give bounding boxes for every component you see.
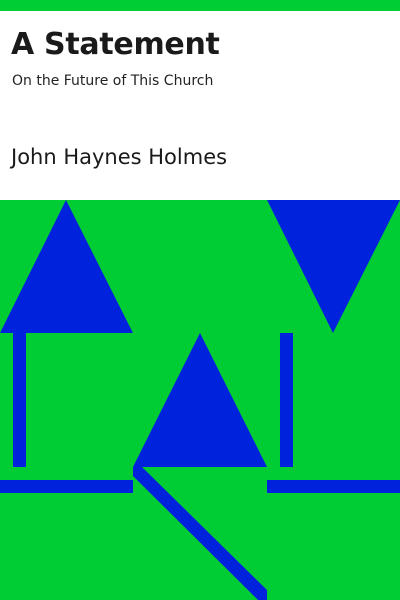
- triangle-down-right: [267, 200, 400, 333]
- triangle-up-left: [0, 200, 133, 333]
- bar-right-horizontal: [267, 480, 400, 493]
- bar-diagonal: [133, 467, 267, 600]
- cover-artwork: [0, 200, 400, 600]
- bar-left-vertical: [13, 333, 26, 467]
- book-author: John Haynes Holmes: [11, 145, 228, 169]
- book-subtitle: On the Future of This Church: [12, 73, 214, 89]
- book-title: A Statement: [11, 27, 220, 62]
- bar-left-horizontal: [0, 480, 133, 493]
- bar-right-vertical: [280, 333, 293, 467]
- triangle-up-center: [133, 333, 267, 467]
- top-color-band: [0, 0, 400, 11]
